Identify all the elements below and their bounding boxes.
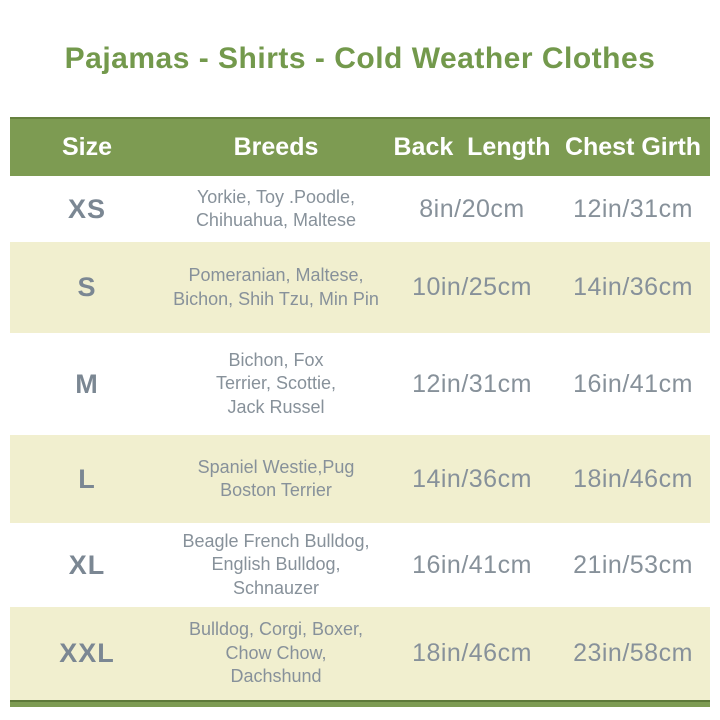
- column-header-chest-girth: Chest Girth: [564, 133, 702, 161]
- page-title: Pajamas - Shirts - Cold Weather Clothes: [64, 41, 656, 75]
- table-row-xs: XS Yorkie, Toy .Poodle, Chihuahua, Malte…: [10, 176, 710, 242]
- breeds-cell: Bichon, Fox Terrier, Scottie, Jack Russe…: [215, 349, 337, 417]
- column-header-back-length: Back Length: [393, 133, 551, 161]
- size-chart-table: Size Breeds Back Length Chest Girth XS Y…: [10, 117, 710, 707]
- column-header-breeds: Breeds: [233, 133, 319, 161]
- chest-girth-cell: 12in/31cm: [573, 194, 693, 223]
- table-row-s: S Pomeranian, Maltese, Bichon, Shih Tzu,…: [10, 242, 710, 333]
- chest-girth-cell: 14in/36cm: [573, 273, 693, 301]
- table-row-l: L Spaniel Westie,Pug Boston Terrier 14in…: [10, 435, 710, 523]
- table-row-xxl: XXL Bulldog, Corgi, Boxer, Chow Chow, Da…: [10, 607, 710, 700]
- back-length-cell: 10in/25cm: [412, 273, 532, 301]
- size-cell: XL: [68, 549, 106, 580]
- chest-girth-cell: 23in/58cm: [573, 639, 693, 667]
- size-cell: XS: [67, 193, 107, 224]
- table-bottom-border: [10, 700, 710, 707]
- chest-girth-cell: 16in/41cm: [573, 369, 693, 398]
- breeds-cell: Pomeranian, Maltese, Bichon, Shih Tzu, M…: [173, 265, 379, 309]
- table-header-row: Size Breeds Back Length Chest Girth: [10, 117, 710, 176]
- size-cell: M: [75, 368, 99, 399]
- back-length-cell: 16in/41cm: [412, 550, 532, 579]
- column-header-size: Size: [61, 133, 113, 161]
- chest-girth-cell: 21in/53cm: [573, 550, 693, 579]
- back-length-cell: 14in/36cm: [412, 464, 532, 493]
- table-row-xl: XL Beagle French Bulldog, English Bulldo…: [10, 523, 710, 607]
- breeds-cell: Beagle French Bulldog, English Bulldog, …: [182, 530, 370, 598]
- breeds-cell: Bulldog, Corgi, Boxer, Chow Chow, Dachsh…: [188, 619, 364, 687]
- back-length-cell: 18in/46cm: [412, 639, 532, 667]
- breeds-cell: Spaniel Westie,Pug Boston Terrier: [197, 456, 355, 500]
- table-row-m: M Bichon, Fox Terrier, Scottie, Jack Rus…: [10, 333, 710, 435]
- size-cell: XXL: [59, 638, 115, 668]
- back-length-cell: 8in/20cm: [419, 194, 525, 223]
- size-cell: S: [77, 272, 97, 302]
- breeds-cell: Yorkie, Toy .Poodle, Chihuahua, Maltese: [195, 186, 357, 230]
- chest-girth-cell: 18in/46cm: [573, 464, 693, 493]
- back-length-cell: 12in/31cm: [412, 369, 532, 398]
- size-cell: L: [78, 463, 96, 494]
